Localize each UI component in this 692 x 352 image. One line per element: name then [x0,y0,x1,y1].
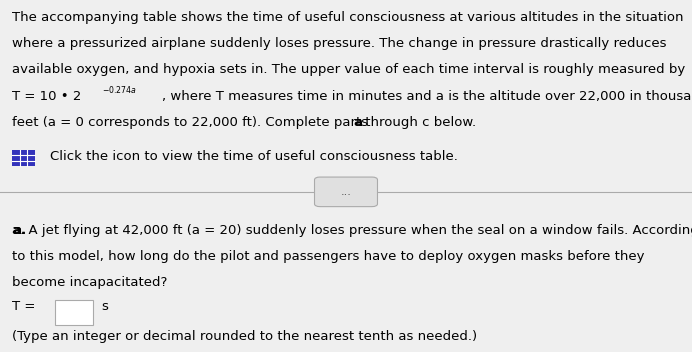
Text: through c below.: through c below. [361,116,476,129]
Text: The accompanying table shows the time of useful consciousness at various altitud: The accompanying table shows the time of… [12,11,684,24]
Text: become incapacitated?: become incapacitated? [12,276,168,289]
FancyBboxPatch shape [314,177,378,207]
FancyBboxPatch shape [55,300,93,325]
Text: a. A jet flying at 42,000 ft (a = 20) suddenly loses pressure when the seal on a: a. A jet flying at 42,000 ft (a = 20) su… [12,224,692,237]
FancyBboxPatch shape [12,150,35,166]
Text: s: s [102,300,109,313]
Text: to this model, how long do the pilot and passengers have to deploy oxygen masks : to this model, how long do the pilot and… [12,250,645,263]
Text: , where T measures time in minutes and a is the altitude over 22,000 in thousand: , where T measures time in minutes and a… [162,90,692,103]
Text: T =: T = [12,300,36,313]
Text: feet (a = 0 corresponds to 22,000 ft). Complete parts: feet (a = 0 corresponds to 22,000 ft). C… [12,116,373,129]
Text: available oxygen, and hypoxia sets in. The upper value of each time interval is : available oxygen, and hypoxia sets in. T… [12,63,686,76]
Text: Click the icon to view the time of useful consciousness table.: Click the icon to view the time of usefu… [50,150,457,163]
Text: ...: ... [340,187,352,197]
Text: a: a [353,116,362,129]
Text: where a pressurized airplane suddenly loses pressure. The change in pressure dra: where a pressurized airplane suddenly lo… [12,37,667,50]
Text: $^{-0.274a}$: $^{-0.274a}$ [102,86,137,95]
Text: a.: a. [12,224,26,237]
Text: (Type an integer or decimal rounded to the nearest tenth as needed.): (Type an integer or decimal rounded to t… [12,330,477,343]
Text: a.: a. [12,224,26,237]
Text: T = 10 • 2: T = 10 • 2 [12,90,82,103]
